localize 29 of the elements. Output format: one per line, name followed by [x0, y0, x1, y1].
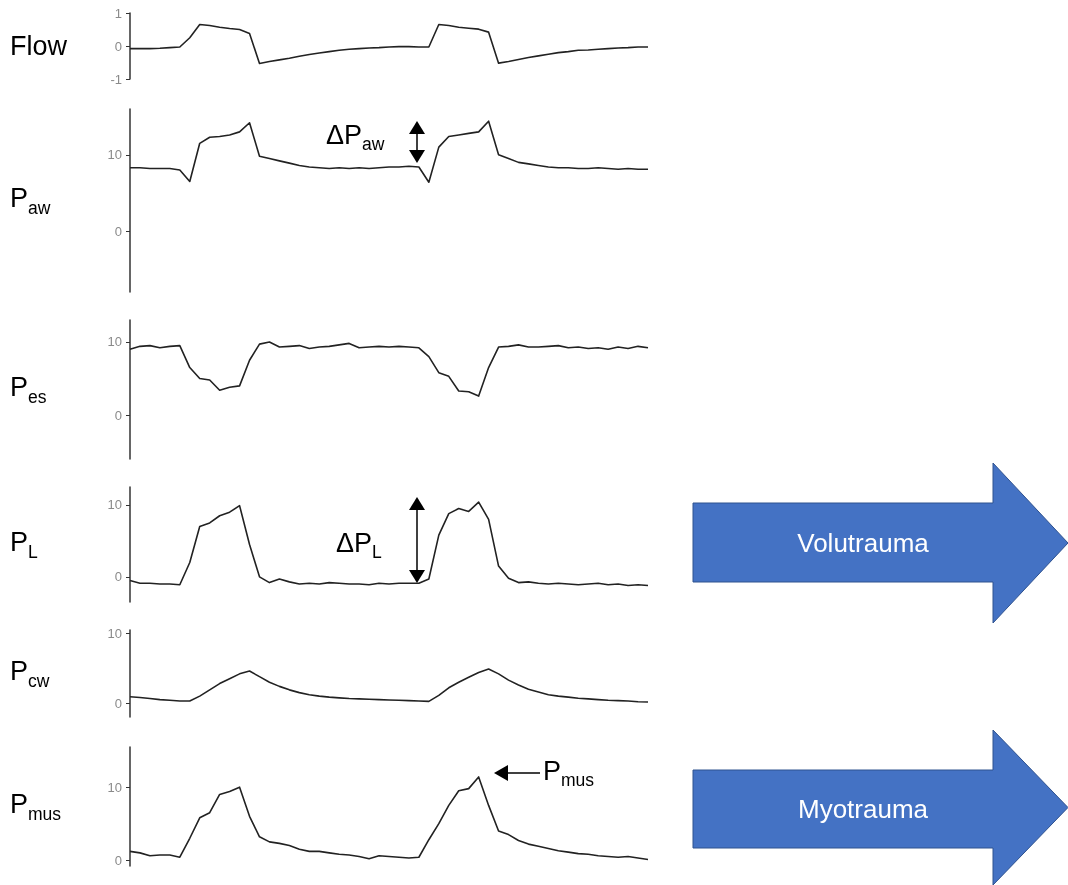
- line-series: [129, 341, 649, 397]
- y-tick-label: 10: [107, 779, 122, 795]
- annotation: ΔP$_{aw}$: [326, 120, 385, 156]
- y-tick-label: 0: [114, 407, 122, 423]
- y-tick-label: 10: [107, 334, 122, 350]
- annotation: ΔP$_{L}$: [336, 528, 382, 564]
- y-tick-label: 0: [114, 223, 122, 239]
- text: Volutrauma: [796, 527, 930, 559]
- y-axis-title: P$_{aw}$: [10, 182, 51, 219]
- line-series: [129, 23, 649, 65]
- y-tick-label: 0: [114, 695, 122, 711]
- y-tick-label: -1: [110, 71, 122, 87]
- y-tick-label: 1: [114, 5, 122, 21]
- y-tick-label: 10: [107, 497, 122, 513]
- y-axis-title: P$_{es}$: [10, 371, 47, 408]
- y-axis-title: P$_{mus}$: [10, 788, 62, 825]
- y-tick-label: 10: [107, 147, 122, 163]
- y-axis-title: P$_{L}$: [10, 526, 38, 563]
- y-tick-label: 0: [114, 38, 122, 54]
- text: Myotrauma: [796, 794, 929, 825]
- y-tick-label: 0: [114, 852, 122, 868]
- annotation: P$_{mus}$: [543, 756, 595, 792]
- line-series: [129, 501, 649, 587]
- y-tick-label: 10: [107, 625, 122, 641]
- line-series: [129, 120, 649, 183]
- line-series: [129, 668, 649, 703]
- y-tick-label: 0: [114, 569, 122, 585]
- y-axis-title: P$_{cw}$: [10, 655, 50, 692]
- y-axis-title: Flow: [10, 30, 68, 62]
